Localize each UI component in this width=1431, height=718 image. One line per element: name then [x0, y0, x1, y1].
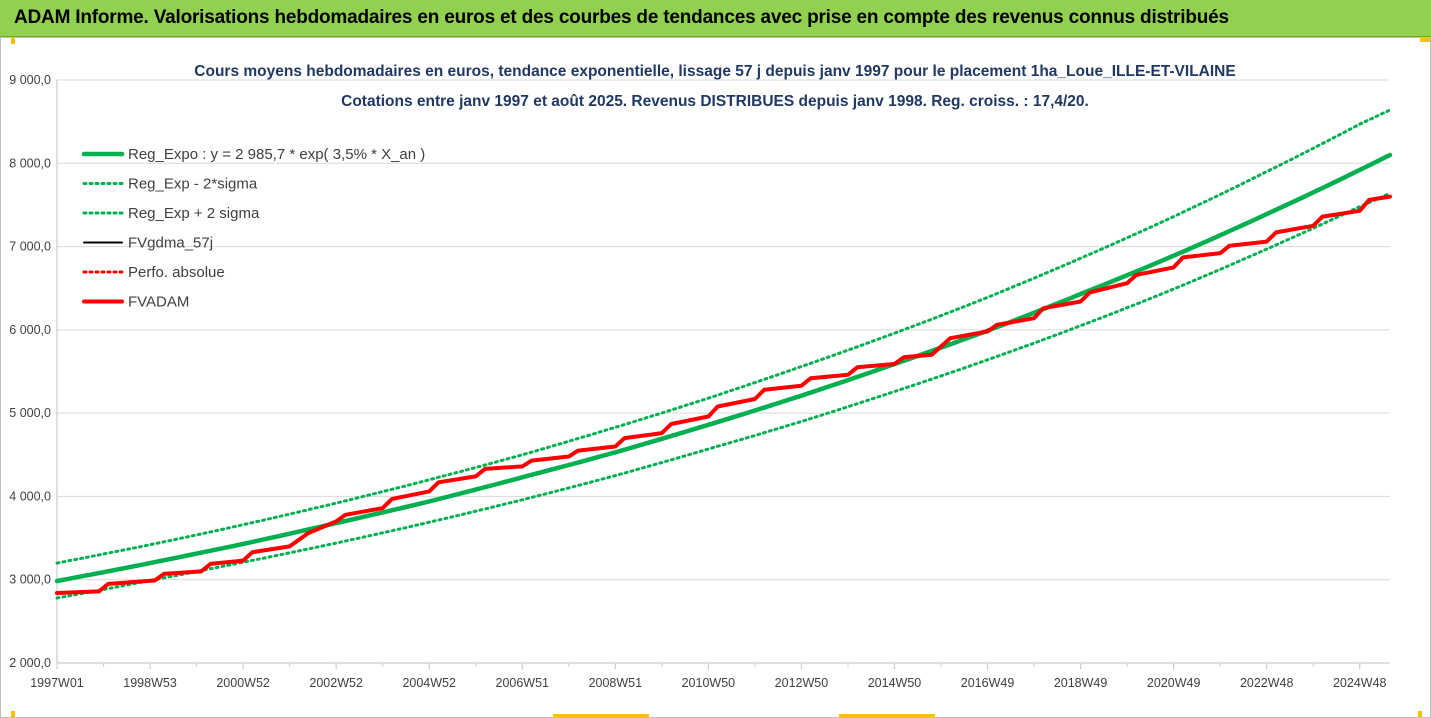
- x-tick-label: 2018W49: [1054, 676, 1108, 690]
- corner-mark-bottom-mid-1: [553, 714, 649, 717]
- series-line-0: [54, 152, 1393, 584]
- x-tick-label: 2008W51: [589, 676, 643, 690]
- y-tick-label: 9 000,0: [9, 73, 51, 87]
- legend-label: Reg_Expo : y = 2 985,7 * exp( 3,5% * X_a…: [128, 146, 425, 163]
- y-tick-label: 8 000,0: [9, 156, 51, 170]
- series-line-1: [55, 191, 1392, 600]
- legend: Reg_Expo : y = 2 985,7 * exp( 3,5% * X_a…: [81, 146, 425, 311]
- series-line-2: [55, 108, 1392, 565]
- legend-label: FVgdma_57j: [128, 235, 213, 252]
- legend-label: Reg_Exp + 2 sigma: [128, 205, 260, 222]
- y-tick-label: 6 000,0: [9, 323, 51, 337]
- series-line-4: [55, 195, 1392, 595]
- x-tick-label: 2000W52: [216, 676, 270, 690]
- y-tick-label: 3 000,0: [9, 573, 51, 587]
- x-tick-label: 2006W51: [496, 676, 550, 690]
- y-tick-label: 7 000,0: [9, 240, 51, 254]
- page-title: ADAM Informe. Valorisations hebdomadaire…: [14, 7, 1229, 28]
- x-tick-label: 2016W49: [961, 676, 1015, 690]
- corner-mark-bottom-mid-2: [839, 714, 935, 717]
- corner-mark-top-left: [11, 38, 15, 44]
- chart-title: Cours moyens hebdomadaires en euros, ten…: [194, 63, 1235, 80]
- axes: 2 000,0 3 000,0 4 000,0 5 000,0 6 000,0 7 000…: [9, 73, 1390, 690]
- x-tick-label: 1998W53: [123, 676, 177, 690]
- x-tick-label: 2024W48: [1333, 676, 1387, 690]
- title-bar: ADAM Informe. Valorisations hebdomadaire…: [0, 0, 1431, 37]
- chart-subtitle: Cotations entre janv 1997 et août 2025. …: [341, 93, 1089, 110]
- legend-label: FVADAM: [128, 294, 189, 311]
- series-lines: [54, 108, 1393, 600]
- y-tick-label: 4 000,0: [9, 489, 51, 503]
- corner-mark-bottom-right: [1418, 711, 1422, 717]
- legend-label: Perfo. absolue: [128, 264, 225, 281]
- y-tick-label: 2 000,0: [9, 656, 51, 670]
- x-tick-label: 2002W52: [309, 676, 363, 690]
- x-tick-label: 2012W50: [775, 676, 829, 690]
- x-tick-label: 2022W48: [1240, 676, 1294, 690]
- corner-mark-top-right: [1420, 38, 1430, 42]
- x-tick-label: 2004W52: [402, 676, 456, 690]
- corner-mark-bottom-left: [11, 711, 15, 717]
- series-line-5: [55, 194, 1392, 595]
- gridlines: [57, 79, 1390, 664]
- legend-label: Reg_Exp - 2*sigma: [128, 176, 258, 193]
- x-tick-label: 1997W01: [30, 676, 84, 690]
- x-tick-label: 2020W49: [1147, 676, 1201, 690]
- x-tick-label: 2014W50: [868, 676, 922, 690]
- x-tick-label: 2010W50: [682, 676, 736, 690]
- y-tick-label: 5 000,0: [9, 406, 51, 420]
